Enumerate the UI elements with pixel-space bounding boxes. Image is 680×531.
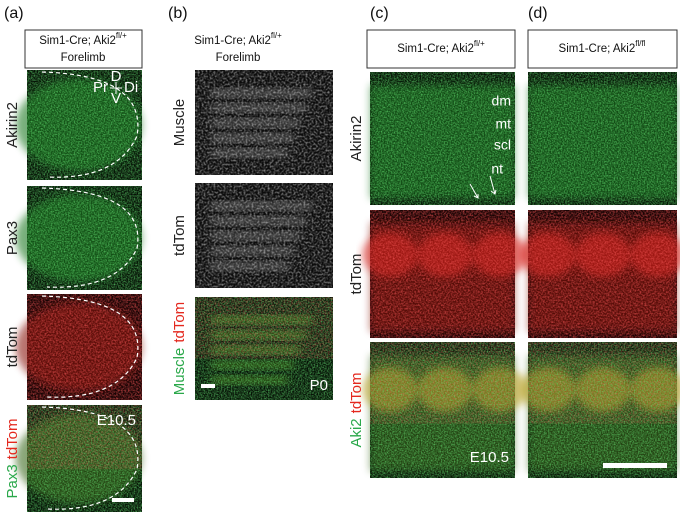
- header-sup: fl/+: [474, 39, 485, 48]
- row-label-part: Muscle: [171, 348, 188, 396]
- texture: [370, 210, 515, 338]
- row-label-part: tdTom: [4, 418, 21, 459]
- texture: [195, 297, 333, 359]
- header-box: [366, 29, 516, 69]
- texture: [370, 72, 515, 205]
- annotation: D: [111, 68, 122, 85]
- row-label: Muscle: [171, 99, 188, 147]
- header-sup: fl/+: [271, 31, 282, 40]
- row-label-part: tdTom: [348, 254, 365, 295]
- panel-label: (d): [528, 5, 548, 22]
- row-label-part: Pax3: [4, 221, 21, 255]
- annotation: E10.5: [470, 449, 509, 466]
- header-text: Sim1-Cre; Aki2: [194, 35, 271, 47]
- row-label: Akirin2: [348, 116, 365, 162]
- limb-outline: [41, 406, 139, 510]
- header-title: Sim1-Cre; Aki2fl/+: [397, 39, 485, 55]
- row-label-part: tdTom: [171, 215, 188, 256]
- annotation: E10.5: [97, 412, 136, 429]
- row-label: Muscle tdTom: [171, 302, 188, 395]
- header-sup: fl/fl: [635, 39, 645, 48]
- row-label-part: tdTom: [171, 302, 188, 343]
- annotation: scl: [494, 137, 511, 153]
- annotation: Pr: [93, 79, 108, 96]
- annotation: P0: [310, 377, 328, 394]
- panel: (d) Sim1-Cre; Aki2fl/fl: [520, 5, 680, 478]
- header-line2: Forelimb: [61, 52, 106, 64]
- header-title: Sim1-Cre; Aki2fl/+: [194, 31, 282, 47]
- texture: [27, 186, 142, 290]
- row-label-part: tdTom: [348, 372, 365, 413]
- header-text: Sim1-Cre; Aki2: [559, 43, 636, 55]
- texture: [528, 210, 677, 338]
- header-text: Sim1-Cre; Aki2: [397, 43, 474, 55]
- panel: (a) Sim1-Cre; Aki2fl/+ Forelimb Akirin2 DPr D…: [4, 5, 143, 512]
- scale-bar: [112, 498, 134, 502]
- header-title: Sim1-Cre; Aki2fl/+: [39, 31, 127, 47]
- texture: [195, 70, 333, 175]
- row-label: tdTom: [4, 327, 21, 368]
- row-label: Aki2 tdTom: [348, 372, 365, 447]
- limb-outline: [41, 295, 139, 398]
- row-label-part: Akirin2: [4, 102, 21, 148]
- panel-label: (a): [4, 5, 24, 22]
- header-box: [527, 29, 678, 69]
- row-label-part: Akirin2: [348, 116, 365, 162]
- panel-label: (b): [168, 5, 188, 22]
- row-label: Pax3: [4, 221, 21, 255]
- scale-bar: [603, 463, 667, 468]
- row-label: Pax3 tdTom: [4, 418, 21, 498]
- panel: (b) Sim1-Cre; Aki2fl/+ Forelimb Muscle tdTom…: [168, 5, 333, 400]
- texture: [27, 294, 142, 400]
- header-box: [24, 29, 143, 69]
- panel: (c) Sim1-Cre; Aki2fl/+ Akirin2 dm mt scl nt tdT…: [348, 5, 528, 478]
- annotation: V: [111, 90, 121, 107]
- panel-label: (c): [370, 5, 389, 22]
- row-label-part: Pax3: [4, 464, 21, 498]
- annotation: Di: [124, 79, 138, 96]
- row-label: tdTom: [348, 254, 365, 295]
- row-label-part: Aki2: [348, 418, 365, 447]
- row-label-part: Muscle: [171, 99, 188, 147]
- annotation: mt: [495, 116, 511, 132]
- arrow: [469, 175, 497, 199]
- row-label: tdTom: [171, 215, 188, 256]
- texture: [27, 70, 142, 180]
- limb-outline: [41, 71, 139, 178]
- header-text: Sim1-Cre; Aki2: [39, 35, 116, 47]
- header-title: Sim1-Cre; Aki2fl/fl: [559, 39, 646, 55]
- scale-bar: [201, 384, 215, 388]
- texture: [195, 183, 333, 288]
- row-label-part: tdTom: [4, 327, 21, 368]
- annotation: nt: [491, 161, 503, 177]
- header-line2: Forelimb: [216, 52, 261, 64]
- limb-outline: [41, 187, 139, 288]
- texture: [370, 342, 515, 424]
- texture: [27, 405, 142, 470]
- row-label: Akirin2: [4, 102, 21, 148]
- texture: [528, 342, 677, 424]
- header-sup: fl/+: [116, 31, 127, 40]
- annotation: dm: [492, 93, 511, 109]
- texture: [528, 72, 677, 205]
